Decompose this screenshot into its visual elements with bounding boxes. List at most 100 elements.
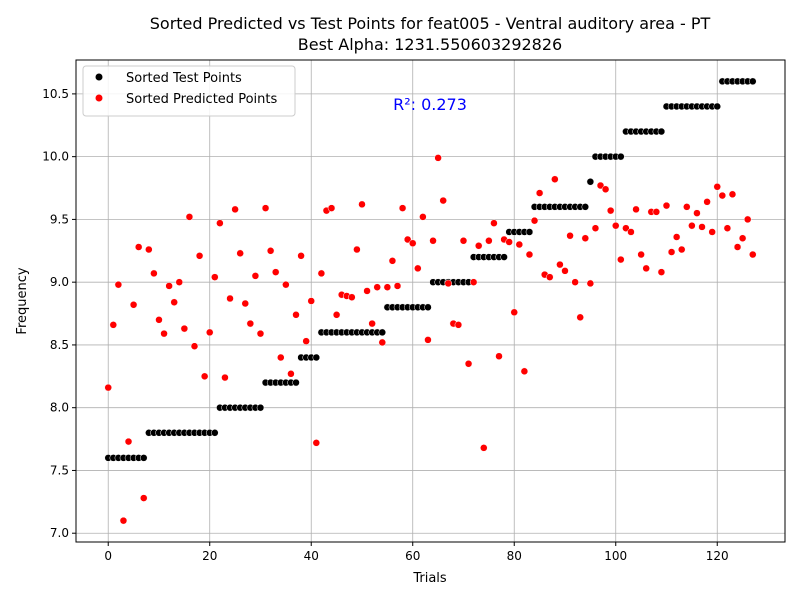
y-tick-label: 8.5: [50, 338, 69, 352]
predicted-point: [312, 439, 321, 447]
y-tick-label: 10.5: [42, 87, 69, 101]
test-point: [586, 178, 595, 186]
predicted-point: [677, 245, 686, 254]
predicted-point: [429, 237, 437, 245]
predicted-point: [657, 268, 666, 276]
predicted-point: [617, 255, 625, 264]
predicted-point: [160, 329, 168, 338]
predicted-point: [216, 219, 224, 227]
x-axis-ticks: 0 20 40 60 80 100 120: [104, 542, 729, 563]
predicted-point: [683, 203, 691, 211]
predicted-point: [134, 243, 143, 251]
x-tick-label: 60: [405, 549, 420, 563]
predicted-point: [251, 272, 260, 280]
x-axis-label: Trials: [412, 571, 447, 586]
predicted-point: [424, 336, 432, 344]
predicted-point: [520, 367, 529, 376]
predicted-point: [642, 264, 650, 273]
x-tick-label: 80: [507, 549, 522, 563]
plot-points: [104, 77, 757, 525]
predicted-point: [698, 223, 706, 231]
predicted-point: [266, 247, 275, 255]
y-axis-ticks: 7.0 7.5 8.0 8.5 9.0 9.5 10.0 10.5: [42, 87, 76, 540]
predicted-point: [474, 242, 483, 250]
predicted-point: [571, 278, 579, 286]
predicted-point: [378, 338, 387, 347]
test-point: [749, 77, 757, 86]
predicted-point: [297, 252, 305, 260]
predicted-point: [510, 308, 518, 317]
y-axis-label: Frequency: [15, 267, 30, 334]
x-tick-label: 120: [706, 549, 729, 563]
y-tick-label: 8.0: [50, 401, 69, 415]
predicted-point: [561, 267, 569, 275]
predicted-point: [576, 313, 584, 322]
predicted-point: [667, 248, 676, 256]
predicted-point: [637, 250, 645, 259]
predicted-point: [368, 319, 376, 328]
predicted-point: [287, 370, 295, 378]
r2-annotation: R²: 0.273: [393, 95, 467, 114]
predicted-point: [403, 235, 412, 244]
predicted-point: [221, 373, 229, 382]
predicted-point: [414, 264, 422, 273]
predicted-point: [601, 185, 610, 194]
predicted-point: [190, 342, 199, 350]
chart-subtitle: Best Alpha: 1231.550603292826: [298, 35, 562, 54]
predicted-point: [241, 299, 250, 308]
predicted-point: [591, 224, 600, 232]
predicted-point: [596, 181, 605, 190]
predicted-point: [185, 213, 194, 221]
predicted-point: [236, 249, 244, 258]
predicted-point: [622, 224, 630, 232]
predicted-point: [155, 316, 163, 324]
predicted-point: [348, 293, 356, 301]
predicted-point: [556, 260, 564, 269]
y-tick-label: 9.0: [50, 275, 69, 289]
predicted-point: [480, 444, 488, 452]
predicted-point: [464, 360, 473, 368]
gridlines: [76, 60, 785, 542]
predicted-point: [119, 516, 128, 525]
predicted-point: [688, 221, 696, 230]
predicted-point: [662, 201, 671, 210]
predicted-point: [535, 189, 544, 197]
predicted-point: [170, 298, 178, 307]
y-tick-label: 9.5: [50, 212, 69, 226]
legend-label-predicted: Sorted Predicted Points: [126, 92, 277, 107]
y-tick-label: 7.5: [50, 463, 69, 477]
x-tick-label: 40: [304, 549, 319, 563]
predicted-point: [261, 204, 270, 212]
predicted-point: [165, 282, 173, 290]
predicted-point: [525, 250, 534, 259]
plot-frame: [75, 59, 786, 543]
predicted-point: [195, 252, 204, 260]
predicted-point: [109, 321, 118, 329]
predicted-point: [282, 280, 290, 289]
predicted-point: [226, 294, 234, 303]
predicted-point: [611, 221, 620, 230]
test-point: [581, 203, 590, 211]
predicted-point: [419, 213, 427, 221]
test-point: [292, 378, 300, 387]
predicted-point: [485, 237, 493, 245]
predicted-point: [738, 234, 747, 242]
legend: Sorted Test Points Sorted Predicted Poin…: [82, 65, 296, 117]
predicted-point: [530, 216, 539, 225]
predicted-point: [652, 208, 661, 216]
y-tick-label: 10.0: [42, 150, 69, 164]
predicted-point: [145, 245, 153, 254]
test-point: [378, 328, 387, 337]
predicted-point: [373, 283, 381, 291]
predicted-point: [749, 250, 757, 259]
legend-box: [82, 65, 296, 117]
predicted-point: [505, 238, 513, 246]
predicted-point: [114, 280, 123, 289]
predicted-point: [627, 228, 635, 236]
legend-label-test: Sorted Test Points: [126, 71, 242, 86]
predicted-point: [733, 243, 742, 251]
predicted-point: [581, 234, 590, 242]
predicted-point: [256, 329, 265, 338]
test-point: [256, 403, 265, 412]
